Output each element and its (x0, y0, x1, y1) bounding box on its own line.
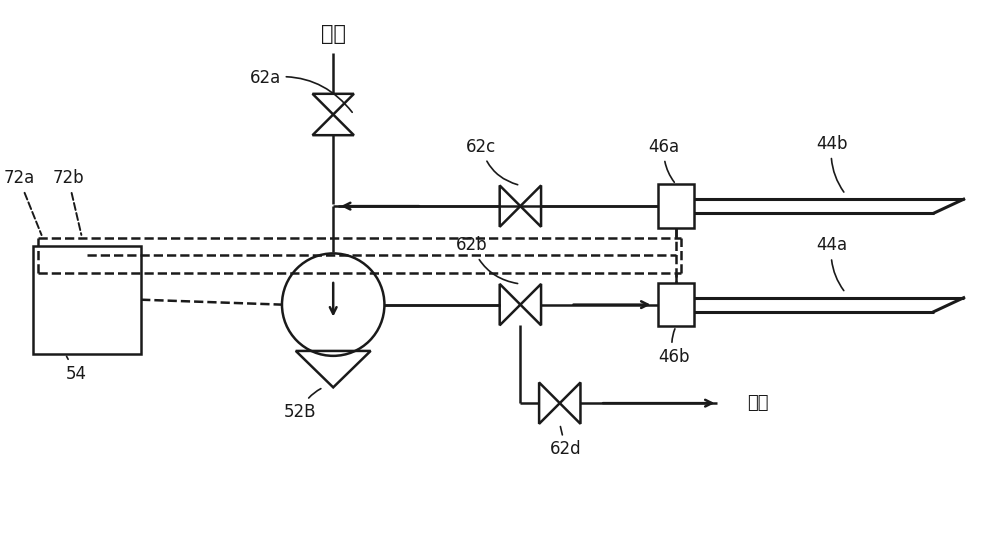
Text: 排出: 排出 (747, 394, 768, 412)
Bar (658, 184, 694, 228)
Text: 62b: 62b (456, 236, 518, 283)
Text: 46b: 46b (658, 329, 690, 366)
Text: 54: 54 (65, 356, 86, 382)
Text: 气体: 气体 (321, 24, 346, 44)
Text: 62d: 62d (550, 427, 582, 459)
Text: 44a: 44a (816, 236, 847, 291)
Bar (658, 283, 694, 326)
Text: 72a: 72a (3, 170, 42, 235)
Text: 44b: 44b (816, 135, 847, 192)
Text: 46a: 46a (648, 138, 680, 182)
Text: 62a: 62a (249, 69, 352, 113)
Text: 52B: 52B (284, 389, 321, 421)
Text: 72b: 72b (52, 170, 84, 235)
Bar (33, 245, 141, 354)
Text: 62c: 62c (466, 138, 518, 185)
